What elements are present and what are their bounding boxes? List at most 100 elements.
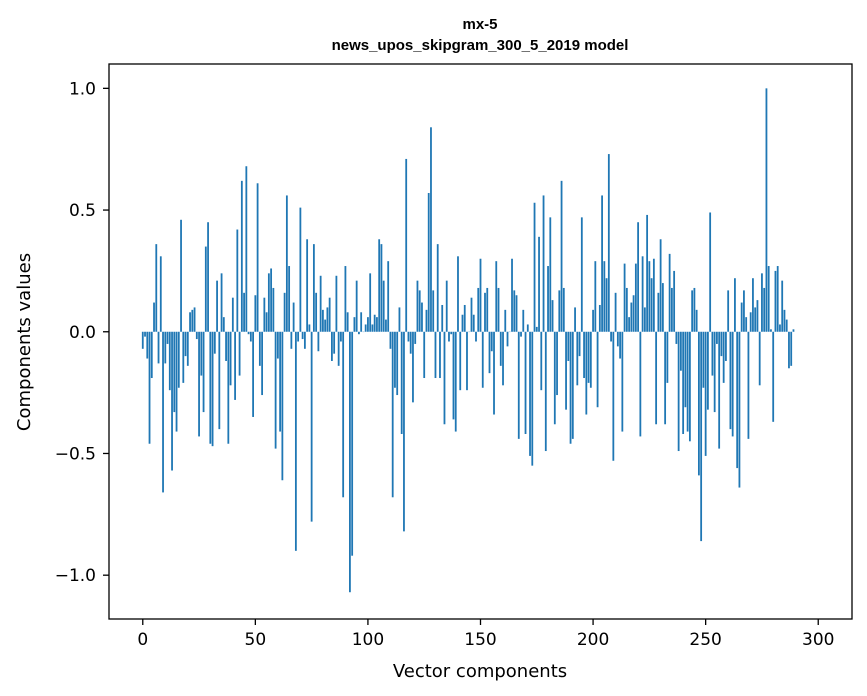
bar-60 xyxy=(276,331,279,359)
x-tick-label: 150 xyxy=(464,630,496,650)
bar-71 xyxy=(301,331,304,340)
y-tick-label: 0.0 xyxy=(69,323,96,343)
bar-213 xyxy=(621,331,624,432)
bar-196 xyxy=(583,331,585,379)
bar-62 xyxy=(281,331,284,481)
bar-236 xyxy=(673,270,676,332)
bar-212 xyxy=(619,331,621,359)
bar-187 xyxy=(562,287,565,332)
bar-48 xyxy=(249,331,252,342)
bar-164 xyxy=(511,258,513,332)
bar-124 xyxy=(421,302,423,332)
bar-27 xyxy=(202,331,205,413)
bar-49 xyxy=(252,331,254,417)
bar-274 xyxy=(758,331,761,386)
bar-208 xyxy=(610,331,612,342)
bar-226 xyxy=(650,278,653,332)
bar-107 xyxy=(382,280,385,332)
bar-156 xyxy=(493,331,495,415)
bar-225 xyxy=(648,261,651,332)
bar-96 xyxy=(358,331,360,335)
bar-169 xyxy=(522,309,525,332)
bar-3 xyxy=(148,331,151,444)
bar-270 xyxy=(749,312,752,332)
bar-263 xyxy=(734,278,736,332)
bar-52 xyxy=(258,331,261,366)
bar-192 xyxy=(574,307,576,332)
bar-28 xyxy=(204,246,207,332)
bar-269 xyxy=(747,331,750,439)
bar-58 xyxy=(272,287,275,332)
bar-268 xyxy=(745,317,748,332)
bar-25 xyxy=(198,331,200,437)
bar-70 xyxy=(299,207,302,332)
bar-56 xyxy=(267,273,270,332)
bar-217 xyxy=(630,302,633,332)
bar-232 xyxy=(664,331,667,425)
bar-112 xyxy=(394,331,396,388)
bar-45 xyxy=(243,292,245,332)
bar-204 xyxy=(601,195,603,332)
bar-205 xyxy=(603,261,606,332)
x-axis-ticks: 0 50 100 150 200 250 300 xyxy=(137,619,834,650)
bar-101 xyxy=(369,273,372,332)
bar-224 xyxy=(646,214,649,332)
bar-260 xyxy=(727,290,730,332)
bar-37 xyxy=(225,331,227,361)
bar-195 xyxy=(580,217,583,332)
bar-221 xyxy=(639,331,642,437)
bar-271 xyxy=(752,278,754,332)
bar-190 xyxy=(569,331,572,444)
bar-158 xyxy=(497,287,500,332)
bar-255 xyxy=(716,331,718,344)
bar-94 xyxy=(353,317,356,332)
bar-184 xyxy=(556,331,558,396)
bar-33 xyxy=(216,280,218,332)
bar-227 xyxy=(652,258,655,332)
bar-203 xyxy=(598,304,601,332)
bar-248 xyxy=(700,331,703,542)
bar-75 xyxy=(310,331,313,522)
x-tick-label: 200 xyxy=(577,630,609,650)
bar-207 xyxy=(607,154,610,332)
bar-79 xyxy=(319,275,322,332)
bar-77 xyxy=(315,292,318,332)
bar-241 xyxy=(684,331,687,408)
bar-200 xyxy=(592,309,594,332)
bar-31 xyxy=(211,331,214,447)
bar-91 xyxy=(346,312,349,332)
bar-22 xyxy=(191,309,194,332)
bar-87 xyxy=(337,331,340,366)
bar-16 xyxy=(177,331,180,388)
bar-152 xyxy=(484,292,486,332)
bar-30 xyxy=(209,331,212,444)
bar-125 xyxy=(423,331,426,379)
bar-39 xyxy=(229,331,232,386)
bar-146 xyxy=(470,297,473,332)
bar-66 xyxy=(290,331,293,349)
bar-13 xyxy=(171,331,173,471)
bar-141 xyxy=(459,331,462,391)
bar-286 xyxy=(785,319,788,332)
bar-111 xyxy=(391,331,394,498)
x-tick-label: 250 xyxy=(689,630,721,650)
bar-210 xyxy=(614,292,617,332)
x-axis-label: Vector components xyxy=(393,661,567,682)
bar-166 xyxy=(515,295,518,332)
bar-259 xyxy=(725,331,727,361)
bar-2 xyxy=(146,331,149,359)
bar-267 xyxy=(743,290,745,332)
bar-287 xyxy=(788,331,790,369)
bar-21 xyxy=(189,312,191,332)
bar-177 xyxy=(540,331,543,391)
bar-20 xyxy=(186,331,189,366)
bar-285 xyxy=(783,309,786,332)
y-tick-label: −1.0 xyxy=(55,566,96,586)
bar-246 xyxy=(695,309,698,332)
bar-118 xyxy=(407,331,410,342)
bar-4 xyxy=(150,331,153,379)
y-tick-label: −0.5 xyxy=(55,444,96,464)
x-tick-label: 100 xyxy=(352,630,384,650)
